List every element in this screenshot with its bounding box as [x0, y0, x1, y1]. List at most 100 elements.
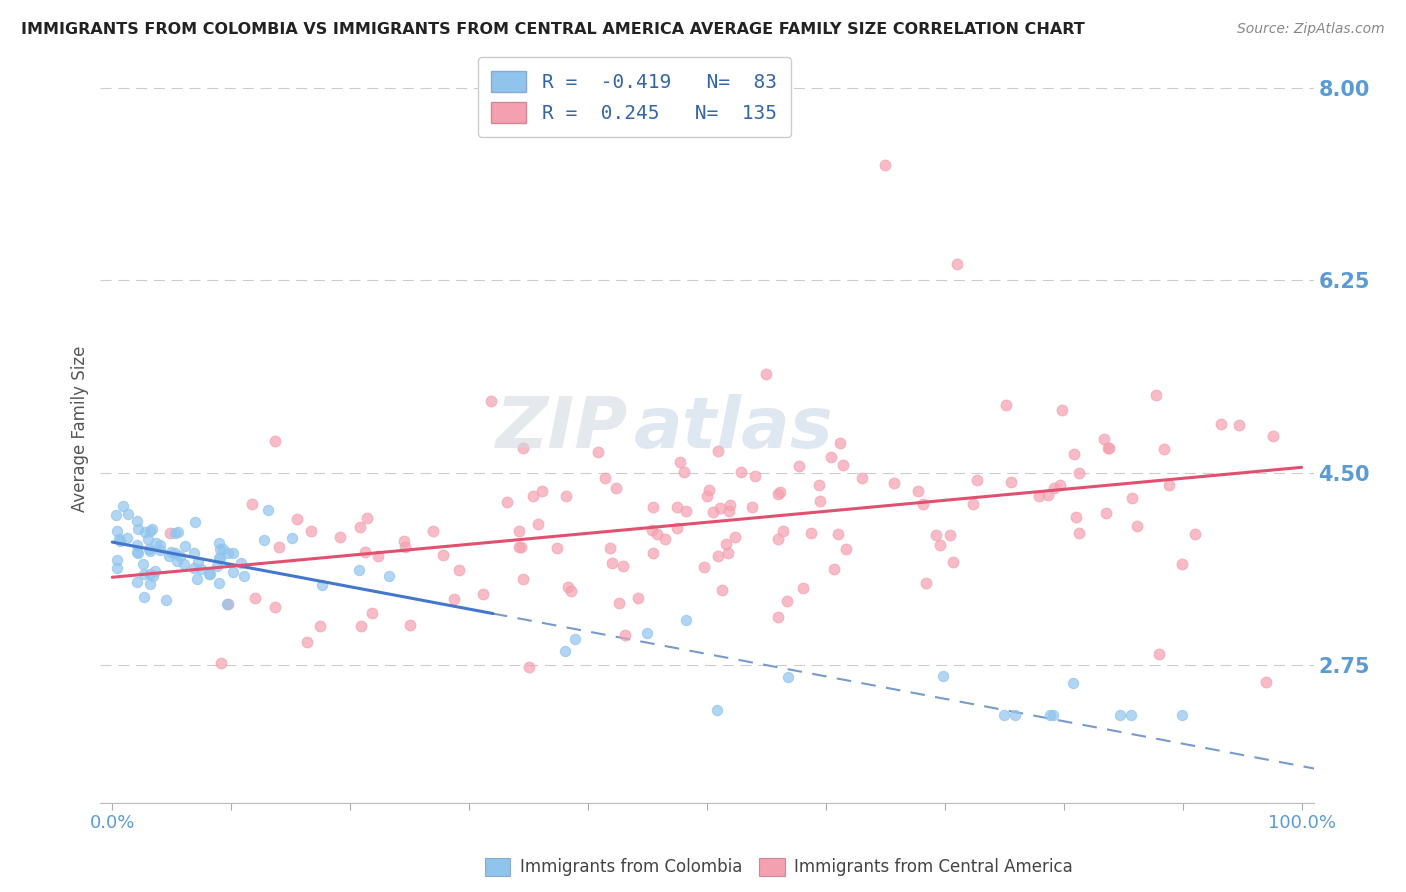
Point [356, 511, 378, 525]
Point [636, 625, 658, 640]
Point [280, 531, 302, 545]
Point [157, 549, 180, 563]
Point [1125, 518, 1147, 533]
Point [995, 398, 1018, 412]
Point [208, 550, 231, 565]
Point [1097, 442, 1119, 456]
Point [911, 497, 934, 511]
Point [1050, 403, 1073, 417]
Text: Immigrants from Colombia: Immigrants from Colombia [520, 858, 742, 876]
Point [554, 644, 576, 658]
Point [394, 540, 416, 554]
Point [966, 473, 988, 487]
Point [675, 614, 697, 628]
Point [744, 468, 766, 483]
Point [792, 581, 814, 595]
Point [593, 471, 616, 485]
Point [257, 503, 280, 517]
Point [883, 475, 905, 490]
Point [827, 527, 849, 541]
Point [1157, 477, 1180, 491]
Point [166, 554, 188, 568]
Point [190, 562, 212, 576]
Point [159, 525, 181, 540]
Point [138, 541, 160, 556]
Point [605, 482, 627, 496]
Point [127, 546, 149, 560]
Point [125, 544, 148, 558]
Point [127, 522, 149, 536]
Point [673, 466, 696, 480]
Point [1121, 491, 1143, 505]
Point [509, 541, 531, 555]
Point [1049, 478, 1071, 492]
Point [641, 523, 664, 537]
Point [1095, 506, 1118, 520]
Point [654, 532, 676, 546]
Point [675, 504, 697, 518]
Point [167, 524, 190, 539]
Point [1109, 707, 1132, 722]
Point [1171, 557, 1194, 571]
Point [1171, 707, 1194, 722]
Point [1147, 647, 1170, 661]
Point [709, 500, 731, 515]
Point [665, 500, 688, 515]
Point [787, 458, 810, 473]
Point [645, 527, 668, 541]
Point [942, 555, 965, 569]
Point [508, 541, 530, 555]
Point [269, 540, 291, 554]
Point [285, 512, 308, 526]
Point [1263, 429, 1285, 443]
Point [607, 596, 630, 610]
Point [669, 455, 692, 469]
Point [766, 533, 789, 547]
Point [925, 527, 948, 541]
Point [512, 442, 534, 456]
Point [557, 580, 579, 594]
Point [1042, 707, 1064, 722]
Point [264, 434, 287, 448]
Point [208, 535, 231, 549]
Point [907, 483, 929, 498]
Point [349, 520, 371, 534]
Point [165, 546, 187, 560]
Point [775, 594, 797, 608]
Point [755, 367, 778, 381]
Point [527, 516, 550, 531]
Point [142, 568, 165, 582]
Point [720, 498, 742, 512]
Text: atlas: atlas [634, 394, 834, 463]
Point [1067, 466, 1090, 480]
Point [993, 707, 1015, 722]
Point [186, 555, 208, 569]
Point [823, 562, 845, 576]
Point [108, 532, 131, 546]
Point [932, 669, 955, 683]
Point [1000, 475, 1022, 489]
Point [830, 436, 852, 450]
Point [253, 533, 276, 548]
Point [599, 541, 621, 555]
Point [169, 549, 191, 564]
Point [136, 532, 159, 546]
Point [512, 572, 534, 586]
Point [546, 541, 568, 555]
Point [741, 500, 763, 514]
Point [707, 444, 730, 458]
Point [508, 524, 530, 538]
Point [183, 561, 205, 575]
Point [378, 569, 401, 583]
Point [243, 591, 266, 605]
Point [138, 577, 160, 591]
Point [139, 544, 162, 558]
Point [183, 546, 205, 560]
Point [134, 524, 156, 539]
Point [200, 567, 222, 582]
Point [716, 537, 738, 551]
Point [132, 557, 155, 571]
Point [354, 545, 377, 559]
Point [222, 566, 245, 580]
Point [851, 471, 873, 485]
